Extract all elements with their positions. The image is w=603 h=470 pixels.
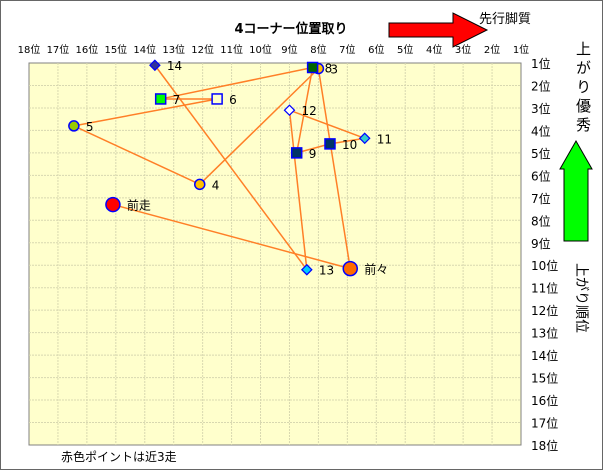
point-marker <box>105 196 121 213</box>
x-tick-label: 11位 <box>220 43 243 56</box>
point-label: 12 <box>301 104 316 118</box>
x-tick-label: 4位 <box>426 43 442 56</box>
x-tick-label: 18位 <box>18 43 41 56</box>
x-tick-label: 7位 <box>339 43 355 56</box>
point-marker <box>154 93 167 105</box>
x-tick-label: 5位 <box>397 43 413 56</box>
y-tick-label: 12位 <box>531 303 558 318</box>
right-arrow-icon <box>388 12 489 48</box>
x-tick-label: 1位 <box>513 43 529 56</box>
x-tick-label: 10位 <box>249 43 272 56</box>
x-tick-label: 13位 <box>162 43 185 56</box>
x-tick-label: 2位 <box>484 43 500 56</box>
connector-line <box>199 68 319 185</box>
point-marker <box>194 178 206 191</box>
point-label: 13 <box>319 264 334 278</box>
point-label: 4 <box>212 178 220 192</box>
connector-line <box>295 67 314 154</box>
point-label: 11 <box>377 132 392 146</box>
y-tick-label: 16位 <box>531 393 558 408</box>
connector-line <box>288 110 308 270</box>
chart-title: 4コーナー位置取り <box>234 21 347 37</box>
x-tick-label: 17位 <box>47 43 70 56</box>
x-tick-label: 8位 <box>310 43 326 56</box>
x-tick-label: 9位 <box>281 43 297 56</box>
point-label: 14 <box>167 59 182 73</box>
x-tick-label: 16位 <box>76 43 99 56</box>
point-label: 7 <box>173 93 181 107</box>
y-tick-label: 3位 <box>531 101 551 116</box>
point-marker <box>342 260 358 277</box>
connector-line <box>112 203 351 270</box>
connector-line <box>160 66 313 100</box>
y-tick-label: 15位 <box>531 371 558 386</box>
y-tick-label: 6位 <box>531 168 551 183</box>
y-tick-label: 9位 <box>531 236 551 251</box>
y-tick-label: 1位 <box>531 56 551 71</box>
y-tick-label: 7位 <box>531 191 551 206</box>
point-marker <box>290 147 303 159</box>
connector-line <box>154 64 308 271</box>
y-tick-label: 8位 <box>531 213 551 228</box>
point-label: 10 <box>342 138 357 152</box>
up-arrow-icon <box>559 139 593 242</box>
y-side-label: 上がり順位 <box>573 263 589 333</box>
point-marker <box>149 59 161 72</box>
bottom-note: 赤色ポイントは近3走 <box>61 450 177 464</box>
connector-line <box>73 125 201 186</box>
y-tick-label: 17位 <box>531 416 558 431</box>
point-marker <box>358 132 371 145</box>
x-direction-label: 先行脚質 <box>479 11 531 27</box>
connector-line <box>329 137 365 145</box>
x-tick-label: 14位 <box>133 43 156 56</box>
point-marker <box>324 138 336 150</box>
y-tick-label: 10位 <box>531 258 558 273</box>
x-tick-label: 6位 <box>368 43 384 56</box>
connector-line <box>73 98 218 127</box>
point-label: 5 <box>86 120 94 134</box>
y-tick-label: 14位 <box>531 348 558 363</box>
y-top-label: 上がり優秀 <box>574 41 592 136</box>
point-marker <box>283 104 296 117</box>
point-marker <box>300 263 313 276</box>
connector-line <box>289 109 365 139</box>
connector-line <box>317 68 351 269</box>
point-label: 前々 <box>364 262 388 277</box>
point-label: 6 <box>229 93 237 107</box>
point-marker <box>68 120 80 132</box>
y-tick-label: 13位 <box>531 326 558 341</box>
point-marker <box>211 93 223 105</box>
point-label: 前走 <box>127 198 151 213</box>
y-tick-label: 5位 <box>531 146 551 161</box>
y-tick-label: 18位 <box>531 438 558 453</box>
point-label: 9 <box>309 147 317 161</box>
point-label: 8 <box>325 61 333 75</box>
y-tick-label: 11位 <box>531 281 558 296</box>
x-tick-label: 15位 <box>104 43 127 56</box>
x-tick-label: 12位 <box>191 43 214 56</box>
plot-area <box>28 62 522 446</box>
y-tick-label: 2位 <box>531 78 551 93</box>
point-label: 3 <box>330 63 338 77</box>
y-tick-label: 4位 <box>531 123 551 138</box>
point-marker <box>306 61 319 74</box>
x-tick-label: 3位 <box>455 43 471 56</box>
